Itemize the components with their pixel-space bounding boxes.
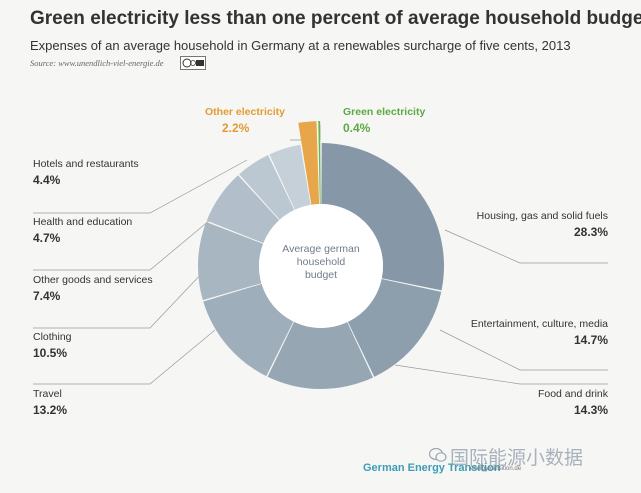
watermark-text: 国际能源小数据: [450, 448, 584, 469]
value-travel: 13.2%: [33, 403, 68, 417]
slice-food-and-drink: [267, 321, 374, 389]
value-food: 14.3%: [573, 403, 608, 417]
label-food: Food and drink: [537, 388, 608, 400]
value-housing: 28.3%: [573, 225, 608, 239]
leader-clothing: [33, 329, 216, 385]
leader-food: [394, 364, 608, 385]
value-hotels: 4.4%: [33, 173, 61, 187]
leader-housing: [444, 229, 608, 264]
slice-other-electricity: [298, 121, 320, 205]
leader-entertainment: [439, 329, 608, 371]
leader-hotels: [33, 159, 248, 214]
label-other-goods: Other goods and services: [33, 274, 153, 286]
value-green-electricity: 0.4%: [343, 121, 371, 135]
leader-other-goods: [33, 269, 206, 329]
slice-entertainment-culture-media: [347, 279, 442, 377]
donut-hole: [259, 204, 383, 328]
donut-center-label: Average german household budget: [282, 243, 360, 281]
label-entertainment: Entertainment, culture, media: [470, 318, 608, 330]
chart-subtitle: Expenses of an average household in Germ…: [30, 38, 571, 53]
slice-housing-gas-and-solid-fuels: [321, 143, 444, 291]
slice-green-electricity: [318, 121, 321, 205]
value-clothing: 10.5%: [33, 346, 68, 360]
brand-url: energytransition.de: [470, 466, 522, 472]
wechat-icon: [429, 447, 447, 462]
leader-lines: [33, 125, 608, 385]
value-health: 4.7%: [33, 231, 61, 245]
brand-name: German Energy Transition: [363, 462, 501, 474]
label-other-electricity: Other electricity: [205, 106, 285, 118]
label-housing: Housing, gas and solid fuels: [476, 210, 608, 222]
label-green-electricity: Green electricity: [343, 106, 426, 118]
chart-title: Green electricity less than one percent …: [30, 8, 641, 29]
slice-hotels-and-restaurants: [269, 144, 311, 210]
value-other-goods: 7.4%: [33, 289, 61, 303]
leader-health: [33, 209, 223, 271]
label-hotels: Hotels and restaurants: [33, 158, 139, 170]
label-clothing: Clothing: [33, 331, 72, 343]
slice-clothing: [198, 221, 264, 301]
slice-other-goods-and-services: [206, 175, 280, 244]
value-other-electricity: 2.2%: [222, 121, 250, 135]
value-entertainment: 14.7%: [573, 333, 608, 347]
creative-commons-icon: [180, 56, 206, 70]
source-note: Source: www.unendlich-viel-energie.de: [30, 58, 164, 68]
slice-health-and-education: [239, 154, 295, 220]
label-health: Health and education: [33, 216, 133, 228]
slice-travel: [203, 283, 294, 377]
label-travel: Travel: [33, 388, 62, 400]
donut-slices: [198, 121, 444, 389]
